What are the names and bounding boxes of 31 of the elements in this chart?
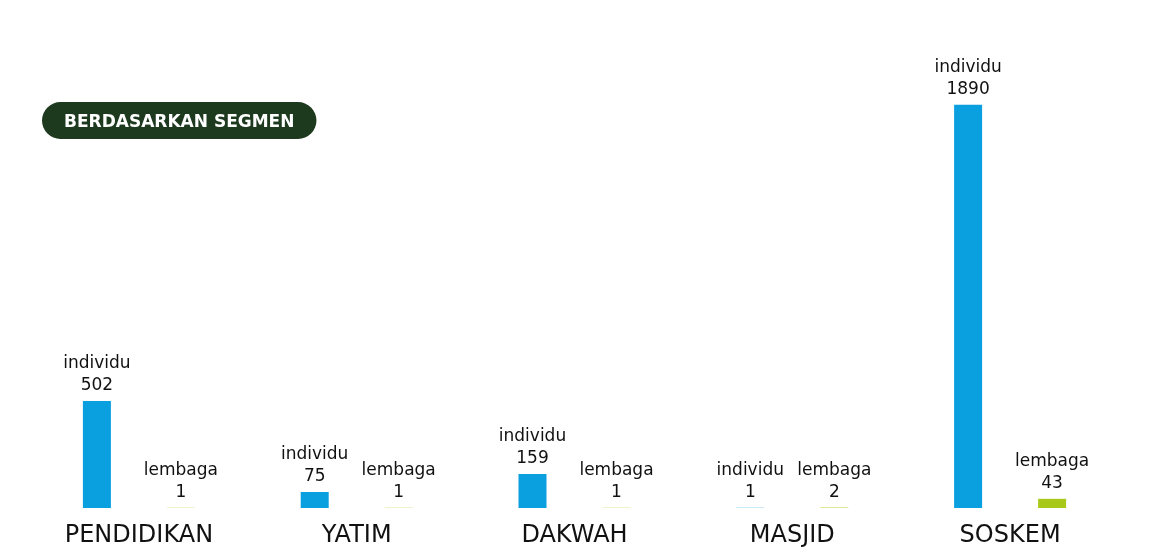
data-label: 1890 [946,77,990,98]
data-label: 1 [393,480,405,501]
chart-title: BERDASARKAN SEGMEN [64,110,295,131]
data-label: 2 [828,480,840,501]
data-label: 1 [611,480,622,501]
bar [518,474,547,508]
x-tick-label: YATIM [320,520,392,548]
data-label: 75 [303,465,326,485]
bar [300,492,329,508]
text: lembaga [143,458,218,479]
text: lembaga [1015,449,1090,470]
bar [954,104,983,508]
text: lembaga [579,458,654,479]
text: lembaga [361,458,436,479]
bar [82,400,111,508]
x-tick-label: MASJID [749,520,835,548]
data-label: 43 [1041,471,1063,492]
data-label: 159 [516,447,549,468]
text: individu [63,351,131,372]
data-label: 502 [80,373,114,394]
data-label: 1 [744,480,756,501]
x-tick-label: PENDIDIKAN [64,520,214,548]
bar [1038,498,1067,508]
text: individu [934,55,1002,76]
x-tick-label: SOSKEM [959,520,1061,548]
text: lembaga [797,458,872,479]
text: individu [498,425,567,446]
x-tick-label: DAKWAH [521,520,628,548]
text: individu [716,458,784,479]
data-label: 1 [175,480,187,501]
text: individu [281,443,349,463]
